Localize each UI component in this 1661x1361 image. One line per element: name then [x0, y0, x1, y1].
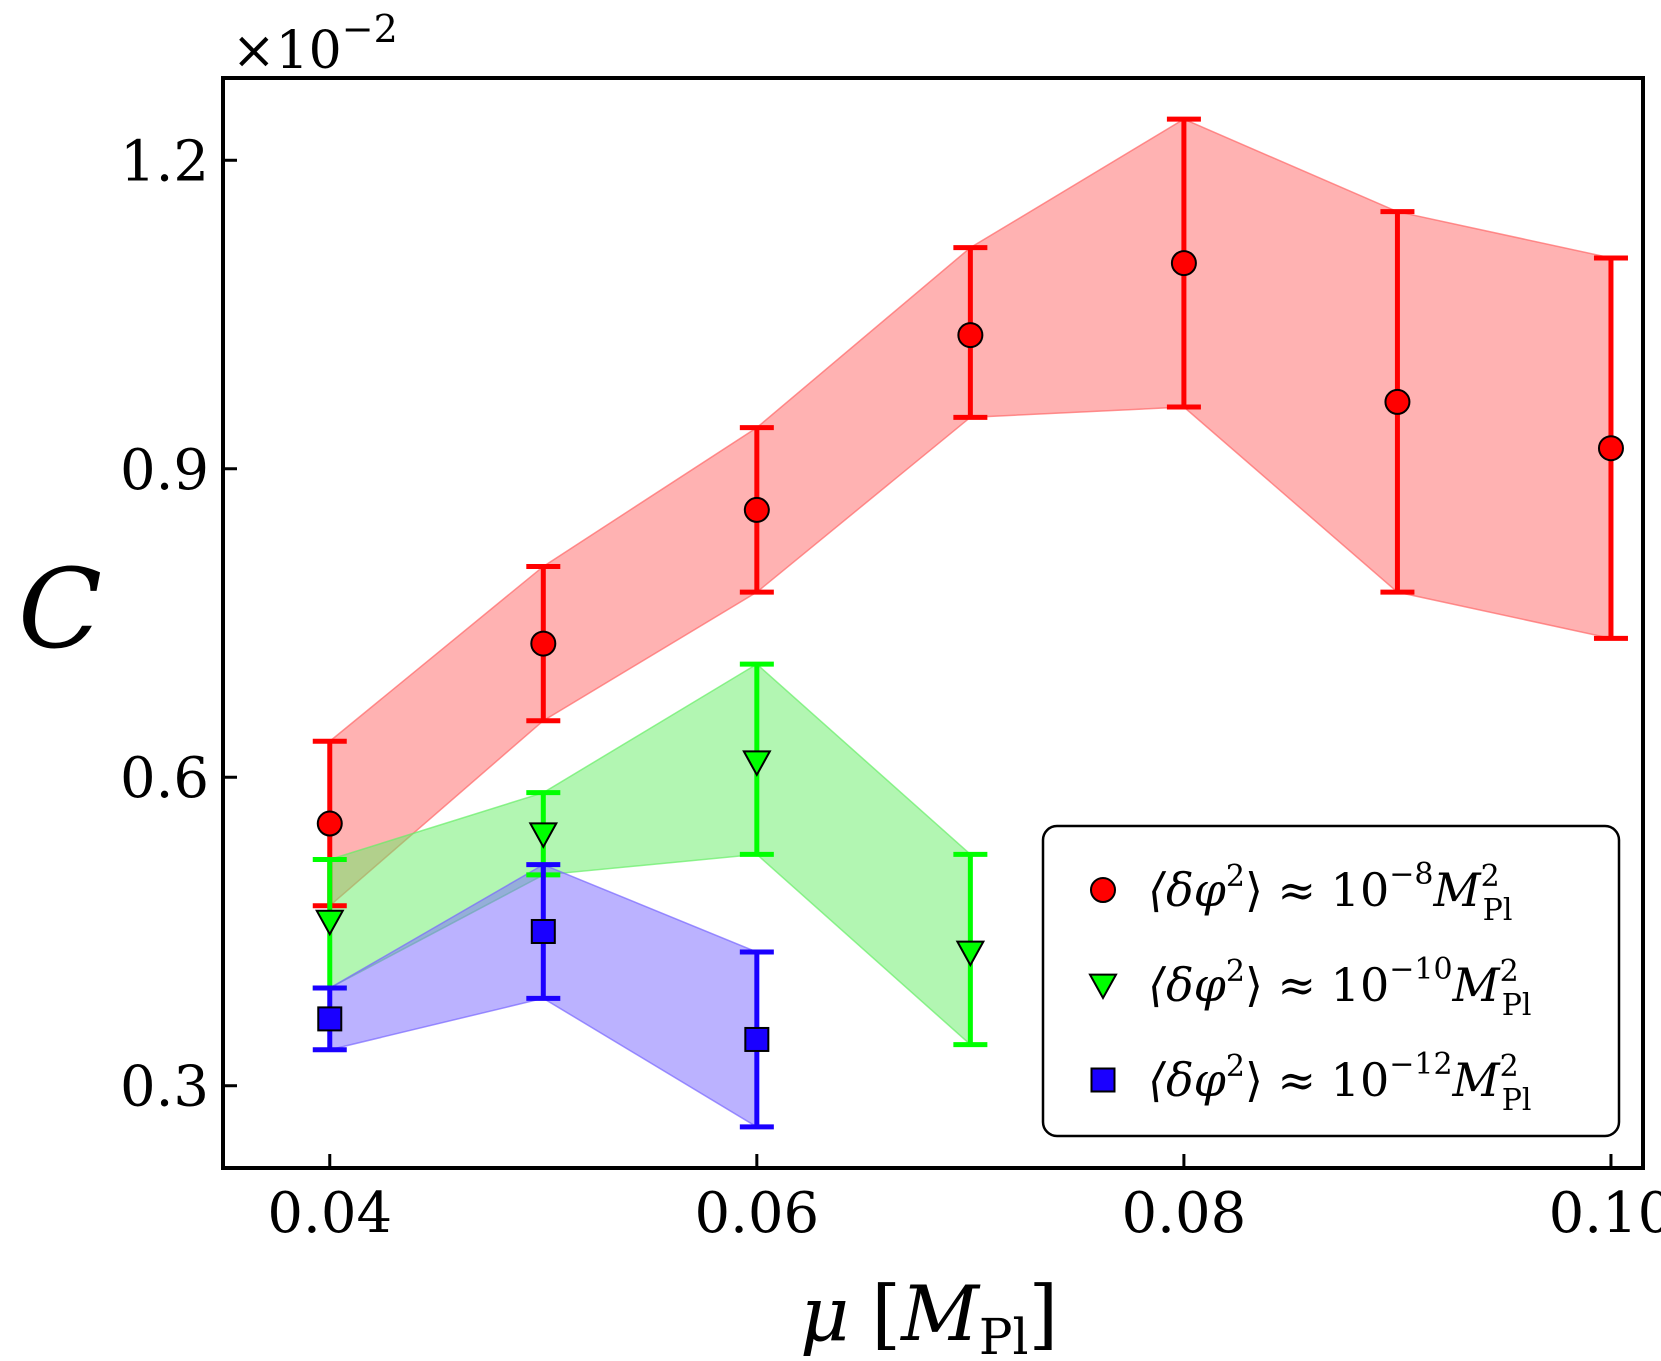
y-tick-label-3: 1.2 — [120, 129, 209, 194]
band-series-0 — [329, 118, 1612, 908]
y-axis-ticks: 0.3 0.6 0.9 1.2 — [120, 129, 237, 1120]
legend-label-part-3: −8 — [1389, 857, 1433, 892]
marker-series-1-point-2 — [742, 750, 772, 777]
y-multiplier: ×10−2 — [232, 7, 398, 81]
legend-label-part-6: Pl — [1502, 988, 1532, 1023]
marker-series-2-point-0 — [317, 1006, 343, 1032]
x-tick-label-0: 0.04 — [267, 1181, 392, 1246]
marker-series-1-point-1 — [528, 822, 559, 849]
legend-label-part-0: ⟨δφ — [1148, 863, 1227, 917]
legend-label-2: ⟨δφ2⟩ ≈ 10−12M2 Pl — [1148, 1047, 1532, 1118]
marker-series-2-point-2 — [744, 1026, 770, 1052]
y-tick-label-2: 0.9 — [120, 438, 209, 503]
legend-box — [1041, 824, 1621, 1138]
legend-label-part-4: M — [1432, 863, 1482, 917]
x-label-unit: M — [899, 1269, 981, 1358]
x-tick-label-2: 0.08 — [1122, 1181, 1247, 1246]
legend-label-part-4: M — [1452, 1053, 1502, 1107]
legend-label-part-2: ⟩ ≈ 10 — [1245, 958, 1389, 1012]
x-label-unit-subscript: Pl — [979, 1308, 1029, 1361]
legend-label-part-3: −10 — [1389, 952, 1452, 987]
marker-series-1-point-3 — [955, 940, 986, 968]
legend-label-part-0: ⟨δφ — [1148, 958, 1227, 1012]
legend-label-part-6: Pl — [1502, 1083, 1532, 1118]
y-axis-label: C — [18, 545, 102, 673]
legend-label-part-1: 2 — [1226, 954, 1245, 989]
y-multiplier-base: ×10 — [232, 21, 342, 81]
legend-label-part-1: 2 — [1226, 859, 1245, 894]
marker-series-0-point-1 — [530, 630, 557, 657]
marker-series-0-point-2 — [743, 496, 770, 523]
marker-series-1-point-0 — [315, 909, 345, 937]
x-label-open-bracket: [ — [871, 1269, 901, 1358]
legend-label-part-2: ⟩ ≈ 10 — [1245, 1053, 1389, 1107]
legend-marker-1 — [1088, 973, 1118, 1001]
x-label-symbol: μ — [800, 1269, 849, 1358]
legend-label-part-3: −12 — [1389, 1047, 1452, 1082]
legend-label-part-5: 2 — [1500, 954, 1519, 989]
x-tick-label-1: 0.06 — [694, 1181, 819, 1246]
y-tick-label-1: 0.6 — [120, 746, 209, 811]
legend-label-part-6: Pl — [1483, 893, 1513, 928]
legend-label-part-2: ⟩ ≈ 10 — [1245, 863, 1389, 917]
marker-series-0-point-6 — [1597, 435, 1624, 462]
data-markers — [315, 250, 1624, 1052]
marker-series-0-point-3 — [957, 322, 984, 349]
legend-entries: ⟨δφ2⟩ ≈ 10−8M2 Pl⟨δφ2⟩ ≈ 10−10M2 Pl⟨δφ2⟩ ≈… — [1088, 857, 1532, 1118]
legend-label-part-0: ⟨δφ — [1148, 1053, 1227, 1107]
legend-entry-2: ⟨δφ2⟩ ≈ 10−12M2 Pl — [1090, 1047, 1532, 1118]
plot-frame — [221, 76, 1645, 1170]
marker-series-0-point-5 — [1384, 388, 1411, 415]
x-axis-ticks: 0.04 0.06 0.08 0.10 — [267, 1154, 1661, 1246]
legend-entry-1: ⟨δφ2⟩ ≈ 10−10M2 Pl — [1088, 952, 1532, 1023]
legend-label-part-5: 2 — [1500, 1049, 1519, 1084]
marker-series-2-point-1 — [530, 918, 556, 944]
y-multiplier-exponent: −2 — [342, 7, 398, 51]
legend: ⟨δφ2⟩ ≈ 10−8M2 Pl⟨δφ2⟩ ≈ 10−10M2 Pl⟨δφ2⟩ ≈… — [1041, 824, 1621, 1138]
legend-entry-0: ⟨δφ2⟩ ≈ 10−8M2 Pl — [1090, 857, 1512, 928]
y-tick-label-0: 0.3 — [120, 1055, 209, 1120]
legend-marker-0 — [1090, 877, 1116, 903]
legend-label-0: ⟨δφ2⟩ ≈ 10−8M2 Pl — [1148, 857, 1512, 928]
legend-label-1: ⟨δφ2⟩ ≈ 10−10M2 Pl — [1148, 952, 1532, 1023]
legend-marker-2 — [1090, 1067, 1116, 1093]
legend-label-part-5: 2 — [1481, 859, 1500, 894]
x-label-close-bracket: ] — [1029, 1269, 1059, 1358]
legend-label-part-4: M — [1452, 958, 1502, 1012]
marker-series-0-point-0 — [316, 810, 343, 837]
marker-series-0-point-4 — [1170, 250, 1197, 277]
x-tick-label-3: 0.10 — [1549, 1181, 1661, 1246]
x-axis-label: μ [MPl] — [800, 1269, 1058, 1361]
legend-label-part-1: 2 — [1226, 1049, 1245, 1084]
